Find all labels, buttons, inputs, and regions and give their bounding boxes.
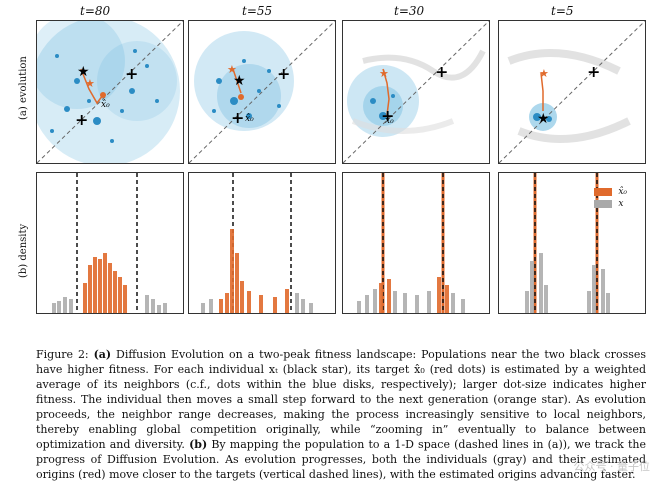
evolution-panel-t5: ★ + ★ <box>498 20 646 164</box>
x0-label-t80: x̂₀ <box>101 99 110 110</box>
density-plot-t80 <box>52 173 167 313</box>
density-panel-t5: x̂₀ x <box>498 172 646 314</box>
caption-part-b-label: (b) <box>189 438 208 451</box>
evolution-panel-t80: x̂₀ ★ ★ + + <box>36 20 184 164</box>
svg-text:+: + <box>381 106 394 125</box>
svg-text:★: ★ <box>227 63 237 76</box>
svg-text:★: ★ <box>379 67 389 80</box>
density-panel-t80 <box>36 172 184 314</box>
evolution-plot-t30: x̂₀ ★ + + <box>343 21 489 163</box>
col-title-t30: t=30 <box>394 4 425 18</box>
svg-text:★: ★ <box>77 64 90 80</box>
col-title-t55: t=55 <box>242 4 273 18</box>
svg-text:+: + <box>277 64 290 83</box>
evolution-panel-t30: x̂₀ ★ + + <box>342 20 490 164</box>
evolution-plot-t55: x̂₀ ★ ★ + + <box>189 21 335 163</box>
x0-label-t30: x̂₀ <box>385 115 394 126</box>
caption-part-b-text: By mapping the population to a 1-D space… <box>36 438 646 481</box>
svg-text:★: ★ <box>539 67 549 80</box>
caption-part-a-text: Diffusion Evolution on a two-peak fitnes… <box>36 348 647 451</box>
density-legend: x̂₀ x <box>594 185 627 211</box>
row-label-density: (b) density <box>18 223 29 278</box>
svg-text:★: ★ <box>85 77 95 90</box>
caption-label: Figure 2: <box>36 348 89 361</box>
evolution-plot-t5: ★ + ★ <box>499 21 645 163</box>
svg-text:★: ★ <box>233 73 246 89</box>
svg-text:+: + <box>75 110 88 129</box>
x0-label-t55: x̂₀ <box>245 113 254 124</box>
svg-text:+: + <box>125 64 138 83</box>
svg-text:+: + <box>435 62 448 81</box>
evolution-panel-t55: x̂₀ ★ ★ + + <box>188 20 336 164</box>
svg-text:+: + <box>587 62 600 81</box>
col-title-t80: t=80 <box>80 4 111 18</box>
density-plot-t5 <box>525 173 610 313</box>
evolution-plot-t80: x̂₀ ★ ★ + + <box>37 21 183 163</box>
legend-item-x0: x̂₀ <box>594 187 627 197</box>
density-panel-t55 <box>188 172 336 314</box>
legend-item-x: x <box>594 199 627 209</box>
svg-text:+: + <box>231 108 244 127</box>
row-label-evolution: (a) evolution <box>18 56 29 120</box>
density-panel-t30 <box>342 172 490 314</box>
figure-caption: Figure 2: (a) Diffusion Evolution on a t… <box>36 347 646 482</box>
watermark: 公众号 · 量子位 <box>573 460 651 473</box>
col-title-t5: t=5 <box>551 4 574 18</box>
caption-part-a-label: (a) <box>93 348 112 361</box>
density-plot-t30 <box>357 173 465 313</box>
svg-text:★: ★ <box>537 111 550 127</box>
density-plot-t55 <box>201 173 313 313</box>
